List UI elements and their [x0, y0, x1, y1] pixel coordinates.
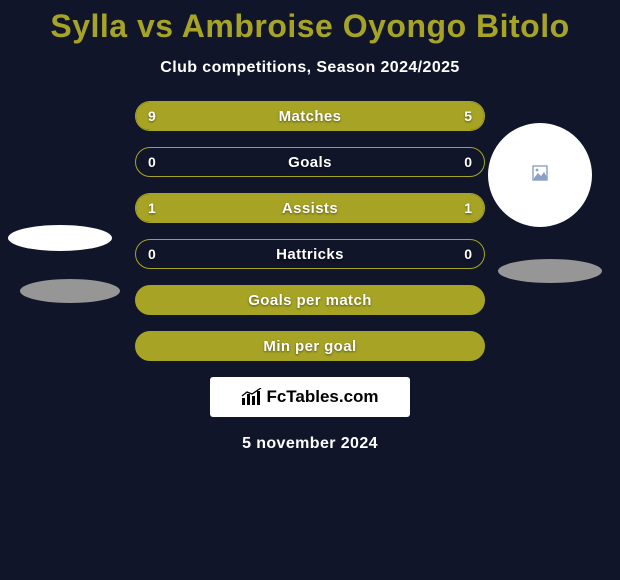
player-right-shadow [498, 259, 602, 283]
comparison-stage: 95Matches 00Goals 11Assists 00Hattricks Goal… [0, 101, 620, 361]
logo-text: FcTables.com [266, 387, 378, 407]
date-label: 5 november 2024 [0, 435, 620, 453]
stat-label: Hattricks [136, 240, 484, 268]
stat-label: Matches [136, 102, 484, 130]
player-left-avatar [8, 225, 112, 251]
stat-label: Assists [136, 194, 484, 222]
stat-row: 95Matches [135, 101, 485, 131]
stat-row: Min per goal [135, 331, 485, 361]
chart-icon [241, 388, 263, 406]
logo-box: FcTables.com [210, 377, 410, 417]
stat-row: 00Hattricks [135, 239, 485, 269]
stat-row: 11Assists [135, 193, 485, 223]
page-title: Sylla vs Ambroise Oyongo Bitolo [0, 0, 620, 45]
image-placeholder-icon [532, 165, 548, 181]
player-left-shadow [20, 279, 120, 303]
logo: FcTables.com [241, 387, 378, 407]
stat-label: Goals per match [136, 286, 484, 314]
stat-bars: 95Matches 00Goals 11Assists 00Hattricks Goal… [135, 101, 485, 361]
stat-row: Goals per match [135, 285, 485, 315]
stat-label: Min per goal [136, 332, 484, 360]
stat-row: 00Goals [135, 147, 485, 177]
player-right-avatar [488, 123, 592, 227]
stat-label: Goals [136, 148, 484, 176]
page-subtitle: Club competitions, Season 2024/2025 [0, 59, 620, 77]
